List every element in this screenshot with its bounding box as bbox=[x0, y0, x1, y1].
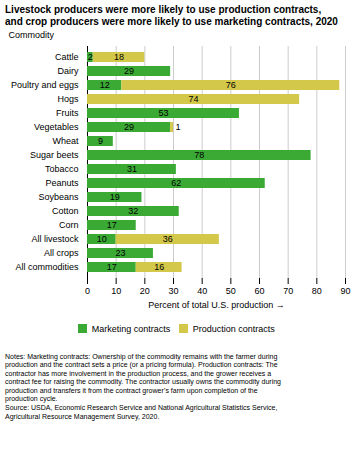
svg-text:Cattle: Cattle bbox=[55, 52, 79, 62]
html-text:Marketing contracts: Marketing contracts bbox=[91, 323, 171, 334]
svg-text:78: 78 bbox=[194, 150, 204, 160]
html-text:and crop producers were more l: and crop producers were more likely to u… bbox=[5, 16, 338, 27]
svg-text:Commodity: Commodity bbox=[9, 30, 55, 40]
svg-text:0: 0 bbox=[85, 286, 90, 296]
svg-text:1: 1 bbox=[176, 122, 181, 132]
svg-text:23: 23 bbox=[115, 248, 125, 258]
svg-text:17: 17 bbox=[107, 220, 117, 230]
svg-text:62: 62 bbox=[171, 178, 181, 188]
svg-text:Peanuts: Peanuts bbox=[45, 178, 79, 188]
html-text:Notes: Marketing contracts: Ow: Notes: Marketing contracts: Ownership of… bbox=[5, 352, 281, 420]
svg-text:2: 2 bbox=[88, 52, 93, 62]
svg-text:All commodities: All commodities bbox=[15, 262, 79, 272]
svg-text:30: 30 bbox=[168, 286, 178, 296]
svg-text:Cotton: Cotton bbox=[52, 206, 79, 216]
svg-text:50: 50 bbox=[226, 286, 236, 296]
html-text:Production contracts: Production contracts bbox=[192, 323, 275, 334]
svg-text:36: 36 bbox=[163, 234, 173, 244]
svg-text:60: 60 bbox=[254, 286, 264, 296]
svg-text:32: 32 bbox=[128, 206, 138, 216]
svg-text:74: 74 bbox=[189, 94, 199, 104]
svg-text:Vegetables: Vegetables bbox=[34, 122, 79, 132]
svg-text:40: 40 bbox=[197, 286, 207, 296]
svg-text:31: 31 bbox=[127, 164, 137, 174]
svg-text:Tobacco: Tobacco bbox=[45, 164, 79, 174]
svg-text:70: 70 bbox=[283, 286, 293, 296]
svg-text:10: 10 bbox=[97, 234, 107, 244]
svg-text:19: 19 bbox=[110, 192, 120, 202]
svg-text:Soybeans: Soybeans bbox=[38, 192, 79, 202]
svg-text:9: 9 bbox=[98, 136, 103, 146]
svg-text:80: 80 bbox=[312, 286, 322, 296]
svg-text:Poultry and eggs: Poultry and eggs bbox=[11, 80, 79, 90]
svg-text:Hogs: Hogs bbox=[57, 94, 79, 104]
svg-text:29: 29 bbox=[124, 66, 134, 76]
svg-text:Fruits: Fruits bbox=[56, 108, 79, 118]
svg-text:Sugar beets: Sugar beets bbox=[30, 150, 79, 160]
html-text:Livestock producers were more: Livestock producers were more likely to … bbox=[5, 4, 322, 15]
svg-text:All livestock: All livestock bbox=[31, 234, 79, 244]
svg-text:90: 90 bbox=[340, 286, 350, 296]
svg-text:17: 17 bbox=[107, 262, 117, 272]
svg-text:18: 18 bbox=[114, 52, 124, 62]
svg-text:Wheat: Wheat bbox=[52, 136, 79, 146]
svg-text:Corn: Corn bbox=[59, 220, 79, 230]
svg-text:Percent of total U.S. producti: Percent of total U.S. production → bbox=[148, 300, 285, 310]
svg-text:53: 53 bbox=[158, 108, 168, 118]
svg-text:76: 76 bbox=[226, 80, 236, 90]
svg-text:20: 20 bbox=[140, 286, 150, 296]
svg-text:All crops: All crops bbox=[44, 248, 79, 258]
svg-text:12: 12 bbox=[100, 80, 110, 90]
svg-text:29: 29 bbox=[124, 122, 134, 132]
svg-text:16: 16 bbox=[154, 262, 164, 272]
svg-text:Dairy: Dairy bbox=[57, 66, 79, 76]
svg-text:10: 10 bbox=[111, 286, 121, 296]
